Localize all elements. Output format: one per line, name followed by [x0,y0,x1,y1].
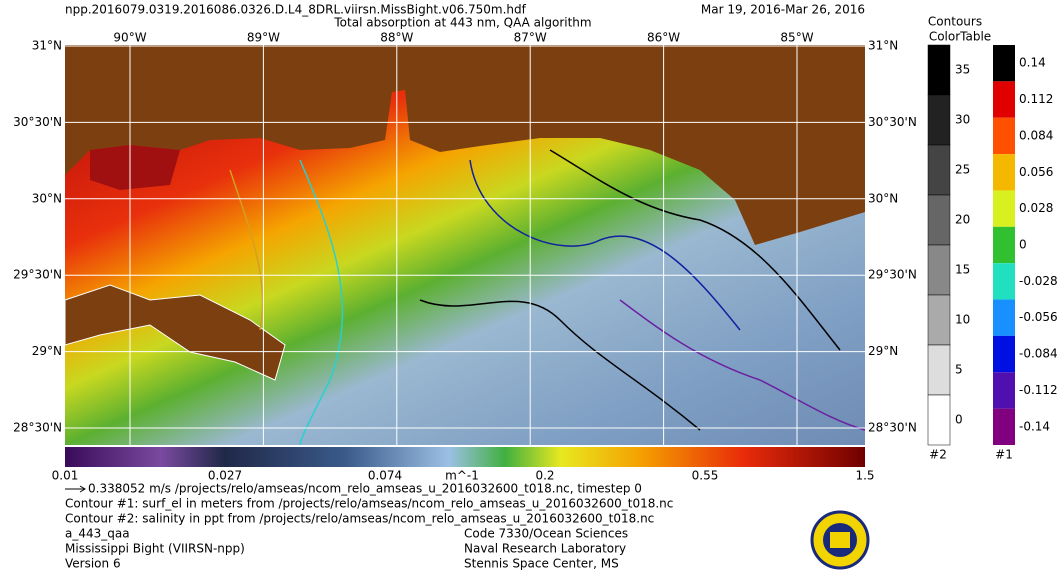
lat-label-right: 30°30'N [868,115,917,129]
lon-label: 85°W [780,31,813,45]
bar1-label: 0.084 [1019,128,1053,142]
footer-right: Naval Research Laboratory [464,542,626,556]
bar1-label: -0.14 [1019,419,1050,433]
lat-label-left: 30°N [32,191,62,205]
lat-label-left: 29°30'N [13,268,62,282]
bar2-label: 15 [955,263,970,277]
bar1-swatch [993,190,1015,227]
lake [90,145,180,190]
bar1-label: 0.028 [1019,201,1053,215]
lat-label-left: 28°30'N [13,421,62,435]
bar2-swatch [927,344,951,396]
colorbar-label: 0.2 [535,469,554,483]
bar1-label: 0 [1019,238,1027,252]
filename: npp.2016079.0319.2016086.0326.D.L4_8DRL.… [65,3,527,17]
colorbar-label: 1.5 [855,469,874,483]
subtitle: Total absorption at 443 nm, QAA algorith… [333,16,591,30]
bar1-swatch [993,45,1015,82]
contours-title: Contours [928,15,982,29]
bar1-label: -0.112 [1019,383,1058,397]
bar2-footer: #2 [929,448,947,462]
contour1-line: Contour #1: surf_el in meters from /proj… [65,497,673,511]
lat-label-left: 30°30'N [13,115,62,129]
bar2-label: 5 [955,363,963,377]
bar1-label: -0.056 [1019,310,1058,324]
bar1-footer: #1 [995,448,1013,462]
bar2-label: 20 [955,213,970,227]
footer-left: a_443_qaa [65,527,130,541]
bar1-swatch [993,408,1015,445]
lon-label: 87°W [514,31,547,45]
bar2-swatch [927,44,951,96]
bar1-swatch [993,117,1015,155]
bar1-swatch [993,372,1015,409]
contour2-line: Contour #2: salinity in ppt from /projec… [65,512,654,526]
lat-label-right: 29°N [868,344,898,358]
bar2-label: 10 [955,313,970,327]
bar1-swatch [993,154,1015,191]
lat-label-right: 31°N [868,39,898,53]
bar1-label: -0.084 [1019,347,1058,361]
bar2-swatch [927,144,951,196]
colorbar-label: 0.074 [368,469,402,483]
lat-label-right: 29°30'N [868,268,917,282]
date-range: Mar 19, 2016-Mar 26, 2016 [701,3,865,17]
bar1-label: 0.112 [1019,92,1053,106]
bar1-label: -0.028 [1019,274,1058,288]
colorbar-label: m^-1 [445,469,479,483]
bar2-swatch [927,394,951,446]
footer-right: Stennis Space Center, MS [464,557,619,571]
lat-label-right: 30°N [868,191,898,205]
bar2-swatch [927,194,951,246]
vector-scale-arrowhead [79,485,86,493]
bar1-swatch [993,226,1015,264]
bar2-label: 30 [955,113,970,127]
logo [810,510,870,570]
bar1-swatch [993,263,1015,300]
bar2-swatch [927,94,951,146]
bar2-label: 25 [955,163,970,177]
bar1-swatch [993,81,1015,118]
contours [229,149,866,446]
footer-left: Version 6 [65,557,121,571]
bar2-swatch [927,244,951,296]
footer-left: Mississippi Bight (VIIRSN-npp) [65,542,245,556]
lat-label-left: 31°N [32,39,62,53]
delta-land [64,284,286,381]
bar1-label: 0.14 [1019,56,1046,70]
bar1-swatch [993,335,1015,373]
lat-label-left: 29°N [32,344,62,358]
bar1-label: 0.056 [1019,165,1053,179]
bar2-swatch [927,294,951,346]
lon-label: 86°W [647,31,680,45]
map [64,45,866,446]
contours-subtitle: ColorTable [929,30,991,44]
lon-label: 90°W [113,31,146,45]
colorbar [65,447,865,467]
bar2-label: 0 [955,413,963,427]
lat-label-right: 28°30'N [868,421,917,435]
colorbar-label: 0.55 [692,469,719,483]
colorbar-label: 0.01 [52,469,79,483]
footer-right: Code 7330/Ocean Sciences [464,527,628,541]
bar2-label: 35 [955,63,970,77]
colorbar-label: 0.027 [208,469,242,483]
vector-line: 0.338052 m/s /projects/relo/amseas/ncom_… [88,482,642,496]
bar1-swatch [993,299,1015,336]
lon-label: 88°W [380,31,413,45]
lon-label: 89°W [247,31,280,45]
